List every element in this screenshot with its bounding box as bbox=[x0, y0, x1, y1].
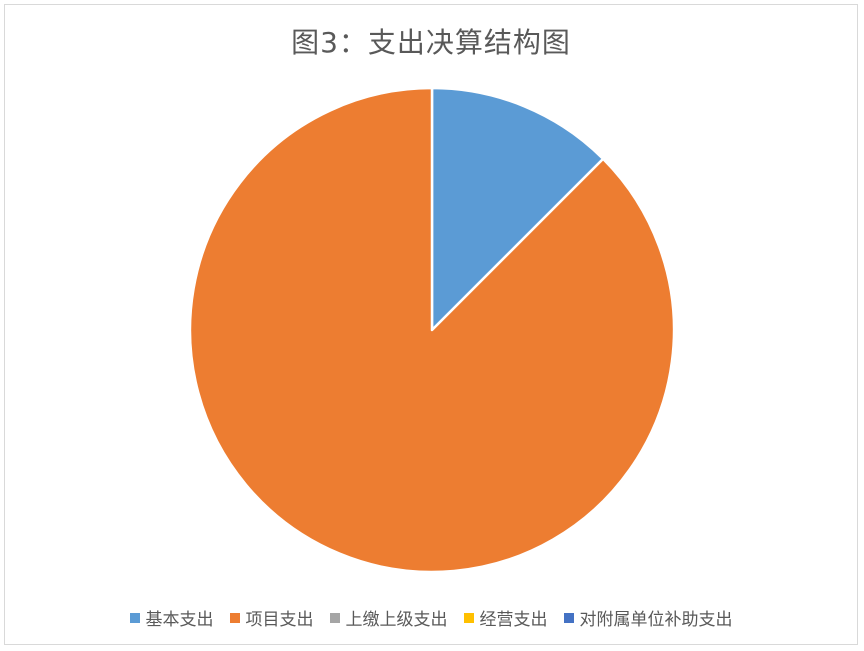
legend-item-1: 基本支出 bbox=[130, 605, 214, 630]
legend-item-3: 上缴上级支出 bbox=[330, 605, 448, 630]
legend-item-4: 经营支出 bbox=[464, 605, 548, 630]
legend-item-5: 对附属单位补助支出 bbox=[564, 605, 733, 630]
chart-frame: 图3：支出决算结构图 基本支出 项目支出 上缴上级支出 经营支出 对附属单位补助支出 bbox=[4, 4, 858, 645]
legend-swatch bbox=[564, 613, 574, 623]
legend-swatch bbox=[230, 613, 240, 623]
legend-swatch bbox=[330, 613, 340, 623]
legend: 基本支出 项目支出 上缴上级支出 经营支出 对附属单位补助支出 bbox=[5, 605, 857, 630]
legend-swatch bbox=[464, 613, 474, 623]
pie-slices bbox=[190, 88, 674, 572]
pie-slice-2 bbox=[190, 88, 674, 572]
legend-label: 基本支出 bbox=[146, 605, 214, 630]
legend-label: 对附属单位补助支出 bbox=[580, 605, 733, 630]
legend-label: 经营支出 bbox=[480, 605, 548, 630]
legend-swatch bbox=[130, 613, 140, 623]
legend-label: 项目支出 bbox=[246, 605, 314, 630]
legend-item-2: 项目支出 bbox=[230, 605, 314, 630]
legend-label: 上缴上级支出 bbox=[346, 605, 448, 630]
pie-chart bbox=[5, 5, 859, 646]
